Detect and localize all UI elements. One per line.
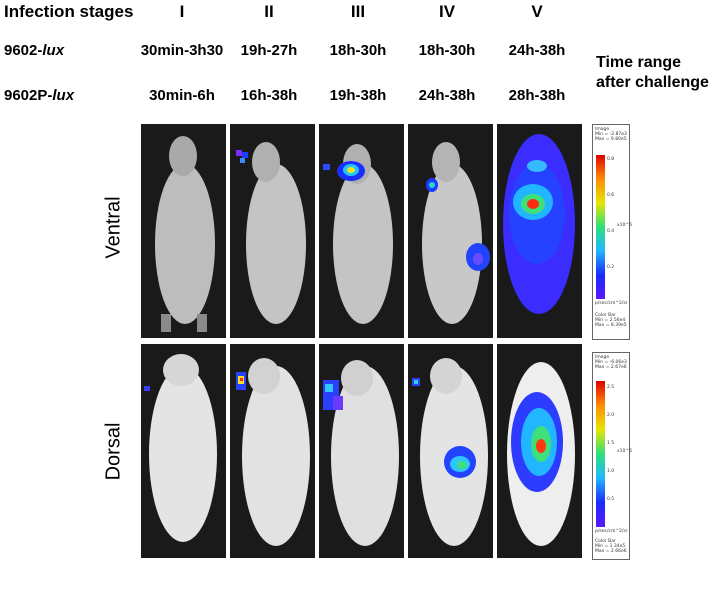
view-ventral-label: Ventral [102, 196, 125, 259]
colorbar-image-max: Max = 9.80e5 [595, 137, 627, 142]
mouse-dorsal-image [408, 344, 493, 558]
colorbar-tick: 0.6 [607, 193, 615, 198]
mouse-dorsal-image [319, 344, 404, 558]
colorbar-bar-label: Color Bar [595, 539, 616, 544]
mouse-ventral-image [141, 124, 226, 338]
colorbar-tick: 2.0 [607, 413, 615, 418]
mouse-ventral-image [408, 124, 493, 338]
stage-V-label: V [531, 2, 543, 21]
mouse-ventral-image [230, 124, 315, 338]
colorbar-gradient [596, 155, 605, 299]
mouse-dorsal-image [141, 344, 226, 558]
strain1-time-III: 18h-30h [329, 42, 387, 59]
colorbar-tick: 0.4 [607, 229, 615, 234]
colorbar-ventral: Image Min = -2.87e3 Max = 9.80e5 0.8 0.6… [592, 124, 633, 340]
strain-9602P-lux-label: 9602P-lux [4, 87, 75, 104]
colorbar-bar-max: Max = 2.66e6 [595, 549, 627, 554]
strain-9602-lux-label: 9602-lux [4, 42, 65, 59]
colorbar-tick: 0.8 [607, 157, 615, 162]
stage-I-label: I [179, 2, 185, 21]
dorsal-panel-stage-II [230, 344, 315, 558]
colorbar-image-label: Image [595, 355, 610, 360]
strain1-time-V: 24h-38h [508, 42, 566, 59]
colorbar-image-min: Min = -6.06e3 [595, 360, 627, 365]
colorbar-dorsal: Image Min = -6.06e3 Max = 2.67e6 2.5 2.0… [592, 352, 633, 560]
colorbar-tick: 1.0 [607, 469, 615, 474]
infection-stages-label: Infection stages [4, 2, 134, 21]
dorsal-panel-stage-V [497, 344, 582, 558]
strain2-time-V: 28h-38h [508, 87, 566, 104]
mouse-ventral-image [497, 124, 582, 338]
ventral-panel-stage-V [497, 124, 582, 338]
colorbar-gradient [596, 381, 605, 527]
colorbar-scale: x10^6 [617, 223, 633, 228]
colorbar-image-min: Min = -2.87e3 [595, 132, 627, 137]
stage-II-label: II [264, 2, 274, 21]
ventral-panel-stage-I [141, 124, 226, 338]
strain2-time-II: 16h-38h [240, 87, 298, 104]
colorbar-bar-min: Min = 1.34e5 [595, 544, 626, 549]
strain2-time-III: 19h-38h [329, 87, 387, 104]
colorbar-bar-label: Color Bar [595, 313, 616, 318]
view-dorsal-label: Dorsal [102, 422, 125, 481]
ventral-panel-stage-II [230, 124, 315, 338]
strain1-time-IV: 18h-30h [418, 42, 476, 59]
mouse-dorsal-image [497, 344, 582, 558]
colorbar-tick: 2.5 [607, 385, 615, 390]
colorbar-units: p/sec/cm^2/sr [595, 529, 628, 534]
colorbar-units: p/sec/cm^2/sr [595, 301, 628, 306]
time-range-label: Time range after challenge [596, 54, 709, 91]
strain2-time-I: 30min-6h [149, 87, 215, 104]
dorsal-panel-stage-III [319, 344, 404, 558]
mouse-dorsal-image [230, 344, 315, 558]
colorbar-scale: x10^6 [617, 449, 633, 454]
strain1-time-I: 30min-3h30 [140, 42, 224, 59]
colorbar-bar-max: Max = 8.39e5 [595, 323, 627, 328]
strain1-time-II: 19h-27h [240, 42, 298, 59]
stage-IV-label: IV [438, 2, 456, 21]
dorsal-panel-stage-I [141, 344, 226, 558]
strain2-time-IV: 24h-38h [418, 87, 476, 104]
dorsal-panel-stage-IV [408, 344, 493, 558]
colorbar-tick: 0.2 [607, 265, 615, 270]
mouse-ventral-image [319, 124, 404, 338]
colorbar-image-label: Image [595, 127, 610, 132]
colorbar-image-max: Max = 2.67e6 [595, 365, 627, 370]
ventral-panel-stage-IV [408, 124, 493, 338]
colorbar-tick: 1.5 [607, 441, 615, 446]
colorbar-tick: 0.5 [607, 497, 615, 502]
colorbar-bar-min: Min = 2.56e4 [595, 318, 626, 323]
ventral-panel-stage-III [319, 124, 404, 338]
stage-III-label: III [350, 2, 366, 21]
